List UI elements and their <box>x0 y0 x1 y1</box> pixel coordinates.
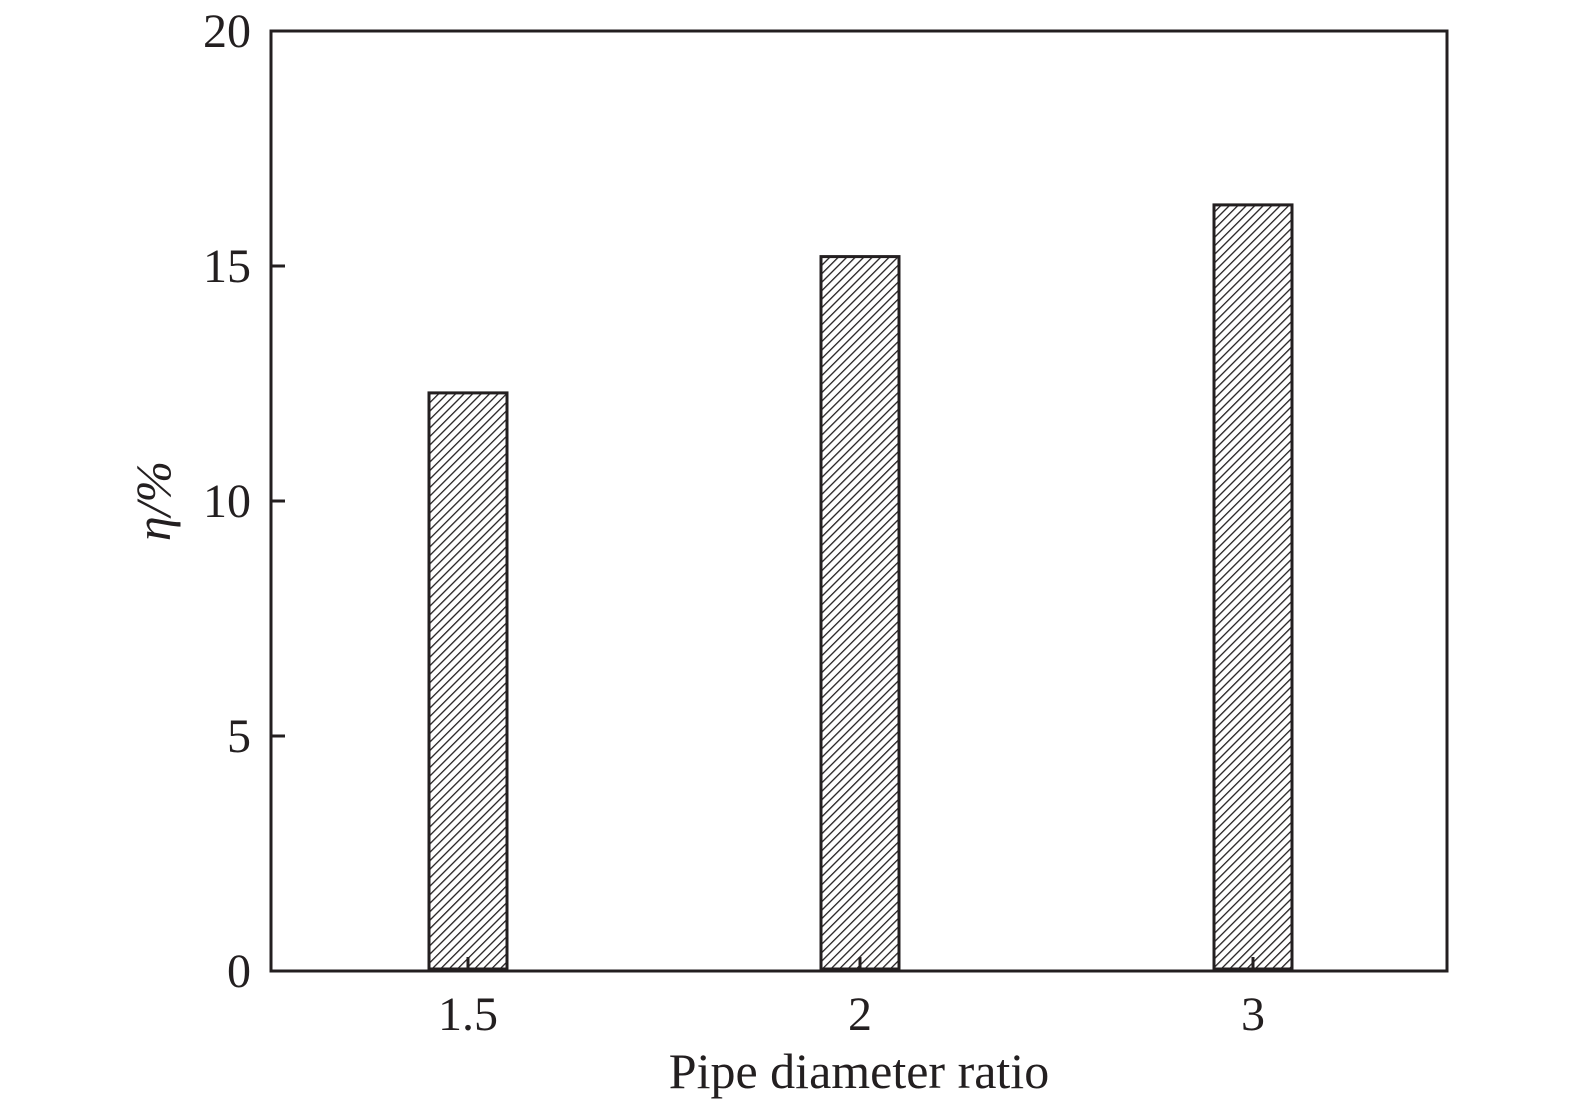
bar-2 <box>819 255 901 971</box>
y-tick-label: 20 <box>203 5 251 58</box>
bar-3 <box>1212 203 1294 971</box>
bar-1-5 <box>427 391 509 971</box>
x-axis-title: Pipe diameter ratio <box>669 1043 1049 1099</box>
y-tick-label: 0 <box>227 945 251 998</box>
y-axis: 0 5 10 15 20 <box>203 5 285 998</box>
y-axis-title: η/% <box>125 461 181 541</box>
y-tick-label: 15 <box>203 240 251 293</box>
x-tick-label: 3 <box>1241 988 1265 1041</box>
y-tick-label: 10 <box>203 475 251 528</box>
x-axis: 1.5 2 3 <box>438 957 1265 1041</box>
y-tick-label: 5 <box>227 710 251 763</box>
x-tick-label: 2 <box>848 988 872 1041</box>
bars-group <box>427 203 1294 971</box>
x-tick-label: 1.5 <box>438 988 498 1041</box>
